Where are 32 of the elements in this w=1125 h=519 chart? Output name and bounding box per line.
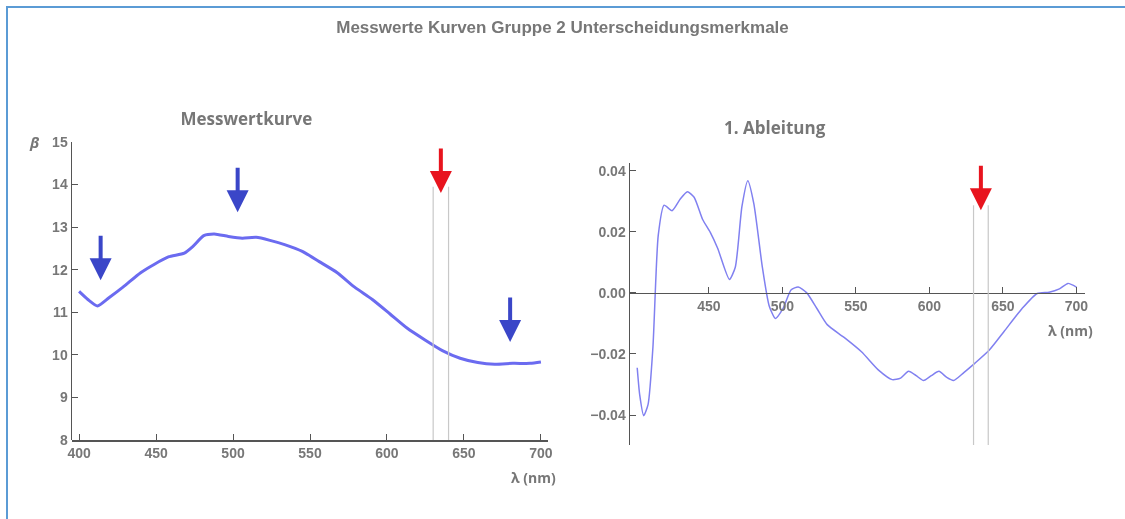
x-tick-label: 650 <box>452 445 476 462</box>
x-tick-label: 700 <box>529 445 553 462</box>
x-tick-label: 600 <box>917 298 942 315</box>
y-tick-label: 14 <box>52 176 68 193</box>
y-tick-label: 15 <box>52 133 68 150</box>
y-tick-label: 13 <box>52 219 68 236</box>
y-tick-label: 11 <box>52 304 68 321</box>
y-tick-label: 0.02 <box>598 223 626 240</box>
y-tick-label: −0.02 <box>590 345 626 362</box>
x-tick-label: 600 <box>375 445 399 462</box>
x-tick-label: 550 <box>844 298 868 315</box>
chart-title: Messwertkurve <box>180 106 313 130</box>
y-tick-label: 8 <box>59 431 68 448</box>
y-tick-label: 0.04 <box>598 162 626 179</box>
x-tick-label: 500 <box>221 445 245 462</box>
y-tick-label: 12 <box>52 261 68 278</box>
y-axis-title: β <box>29 132 40 152</box>
x-tick-label: 450 <box>144 445 168 462</box>
x-tick-label: 550 <box>298 445 322 462</box>
x-tick-label: 400 <box>67 445 91 462</box>
text: Messwerte Kurven Gruppe 2 Unterscheidungsmerkmale <box>335 18 790 38</box>
line-series <box>77 232 543 366</box>
y-tick-label: 0.00 <box>598 284 626 301</box>
x-tick-label: 650 <box>991 298 1015 315</box>
x-axis-title: λ (nm) <box>511 468 556 487</box>
x-tick-label: 700 <box>1064 298 1089 315</box>
y-tick-label: 9 <box>59 389 68 406</box>
x-axis-title: λ (nm) <box>1048 321 1093 340</box>
x-tick-label: 450 <box>697 298 721 315</box>
y-tick-label: 10 <box>52 346 68 363</box>
y-tick-label: −0.04 <box>590 406 626 423</box>
chart-title: 1. Ableitung <box>724 115 826 139</box>
